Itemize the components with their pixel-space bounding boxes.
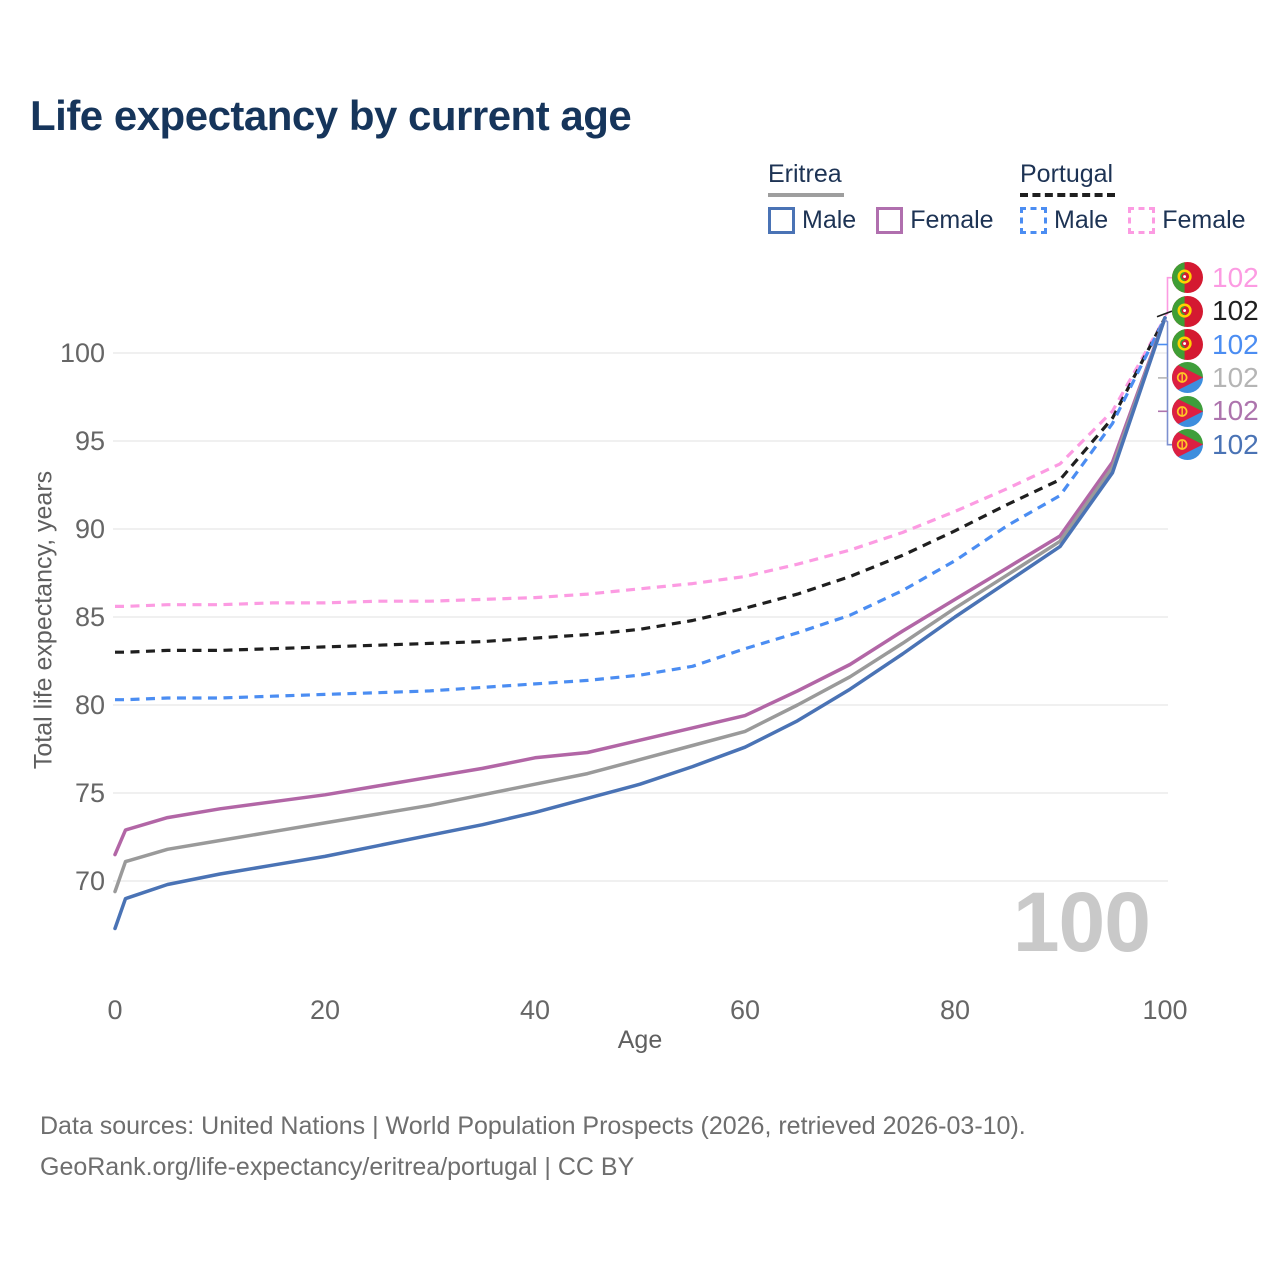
legend-item-eritrea-female[interactable]: Female [876,206,994,235]
footer-attribution: GeoRank.org/life-expectancy/eritrea/port… [40,1153,635,1181]
eritrea-flag-icon [1172,362,1203,394]
end-label-portugal-both-sexes: 102 [1172,295,1259,327]
x-tick-label: 100 [1142,995,1188,1025]
end-label-eritrea-female: 102 [1172,395,1259,427]
x-tick-label: 80 [939,995,971,1025]
series-line-eritrea-male [113,316,1167,931]
y-tick-label: 95 [74,426,105,456]
legend-item-eritrea-male[interactable]: Male [768,206,856,235]
legend-item-label: Male [802,206,857,234]
end-label-value: 102 [1212,428,1259,460]
legend-country-eritrea: Eritrea [768,160,844,197]
portugal-male-swatch-icon [1020,207,1047,234]
y-tick-label: 100 [59,338,105,368]
eritrea-female-swatch-icon [876,207,904,234]
series-line-portugal-female [115,317,1167,608]
eritrea-flag-icon [1172,395,1203,427]
x-tick-label: 20 [309,995,341,1025]
legend-group-eritrea: Eritrea Male Female [768,160,994,235]
x-tick-label: 40 [519,995,551,1025]
series-line-eritrea-both-sexes [113,316,1167,894]
eritrea-male-swatch-icon [768,207,795,234]
leader-line [1164,276,1172,317]
legend-item-label: Male [1054,206,1109,234]
age-counter-watermark: 100 [1012,875,1151,969]
end-label-value: 102 [1212,361,1259,393]
x-axis-title: Age [617,1026,663,1054]
y-axis-title: Total life expectancy, years [29,470,58,770]
end-label-value: 102 [1212,328,1259,360]
y-tick-label: 75 [74,778,105,808]
end-label-eritrea-both-sexes: 102 [1172,362,1259,394]
x-tick-label: 0 [107,995,123,1025]
end-label-value: 102 [1212,295,1259,327]
portugal-flag-icon [1172,329,1203,360]
legend-country-portugal: Portugal [1020,160,1116,197]
end-label-value: 102 [1212,261,1259,293]
portugal-flag-icon [1172,295,1203,327]
leader-line [1156,310,1173,318]
portugal-female-swatch-icon [1128,207,1156,234]
legend-item-label: Female [1162,206,1246,234]
y-tick-label: 80 [74,690,105,720]
y-tick-label: 90 [74,514,105,544]
legend-item-label: Female [910,206,994,234]
end-label-portugal-male: 102 [1172,329,1259,361]
footer: Data sources: United Nations | World Pop… [40,1106,1026,1188]
series-line-eritrea-female [113,316,1167,857]
x-tick-label: 60 [729,995,761,1025]
legend-group-portugal: Portugal Male Female [1020,160,1246,235]
page-title: Life expectancy by current age [30,92,632,139]
leader-line [1164,319,1172,446]
footer-sources: Data sources: United Nations | World Pop… [40,1112,1026,1140]
series-line-portugal-both-sexes [115,317,1167,654]
y-tick-label: 70 [74,866,105,896]
legend-item-portugal-male[interactable]: Male [1020,206,1108,235]
end-label-value: 102 [1212,395,1259,427]
series-line-portugal-male [115,317,1167,702]
end-label-eritrea-male: 102 [1172,429,1259,461]
legend-item-portugal-female[interactable]: Female [1128,206,1246,235]
portugal-flag-icon [1172,262,1203,294]
end-label-portugal-female: 102 [1172,262,1259,294]
eritrea-flag-icon [1172,429,1203,461]
y-tick-label: 85 [74,602,105,632]
